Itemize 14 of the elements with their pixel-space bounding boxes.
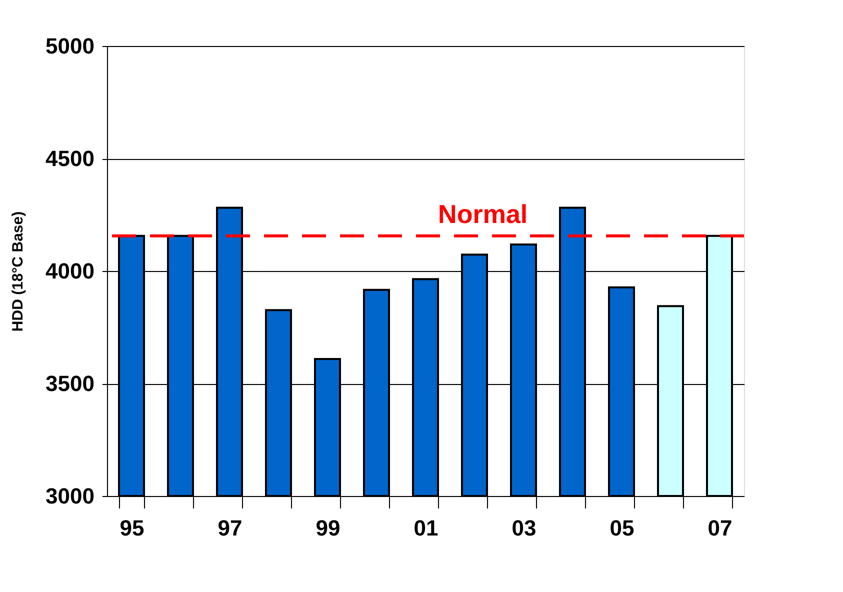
x-tick-label: 95 [120, 516, 144, 540]
y-tick-label: 4000 [46, 258, 94, 284]
x-tick-label: 99 [316, 516, 340, 540]
x-tick-label: 97 [218, 516, 242, 540]
y-tick-label: 3000 [46, 484, 94, 508]
y-axis-title: HDD (18°C Base) [10, 211, 27, 332]
y-tick-label: 4500 [46, 146, 94, 171]
x-tick-label: 05 [610, 516, 634, 540]
x-tick-label: 01 [414, 516, 438, 540]
y-tick-label: 5000 [46, 34, 94, 58]
x-tick-label: 07 [708, 516, 732, 540]
ref-line-label: Normal [438, 198, 528, 229]
y-tick-label: 3500 [46, 371, 94, 396]
x-tick-label: 03 [512, 516, 536, 540]
